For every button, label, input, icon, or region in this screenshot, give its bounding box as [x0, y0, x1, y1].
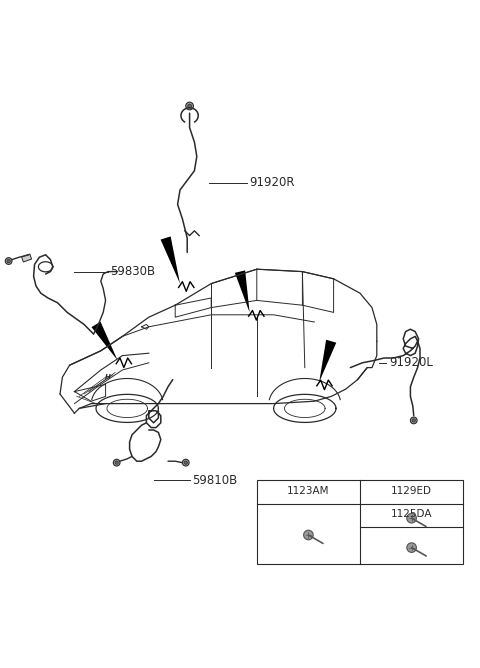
Text: H: H — [105, 374, 111, 380]
Polygon shape — [92, 322, 118, 361]
Text: 59810B: 59810B — [192, 474, 237, 487]
Polygon shape — [161, 236, 180, 284]
Polygon shape — [22, 254, 32, 262]
Text: 1123AM: 1123AM — [287, 486, 330, 496]
Circle shape — [7, 259, 11, 263]
Bar — [257, 480, 463, 564]
Text: 91920R: 91920R — [250, 176, 295, 189]
Text: 1125DA: 1125DA — [391, 509, 432, 519]
Circle shape — [412, 419, 415, 422]
Circle shape — [5, 258, 12, 265]
Circle shape — [186, 102, 193, 110]
Circle shape — [113, 460, 120, 466]
Circle shape — [182, 460, 189, 466]
Circle shape — [407, 514, 417, 523]
Circle shape — [304, 530, 313, 540]
Circle shape — [410, 417, 417, 424]
Text: 91920L: 91920L — [389, 356, 432, 369]
Text: 1129ED: 1129ED — [391, 486, 432, 496]
Text: 59830B: 59830B — [110, 265, 156, 278]
Circle shape — [115, 461, 119, 464]
Polygon shape — [319, 340, 336, 382]
Circle shape — [188, 104, 192, 108]
Circle shape — [407, 543, 417, 552]
Polygon shape — [235, 271, 250, 313]
Circle shape — [184, 461, 187, 464]
